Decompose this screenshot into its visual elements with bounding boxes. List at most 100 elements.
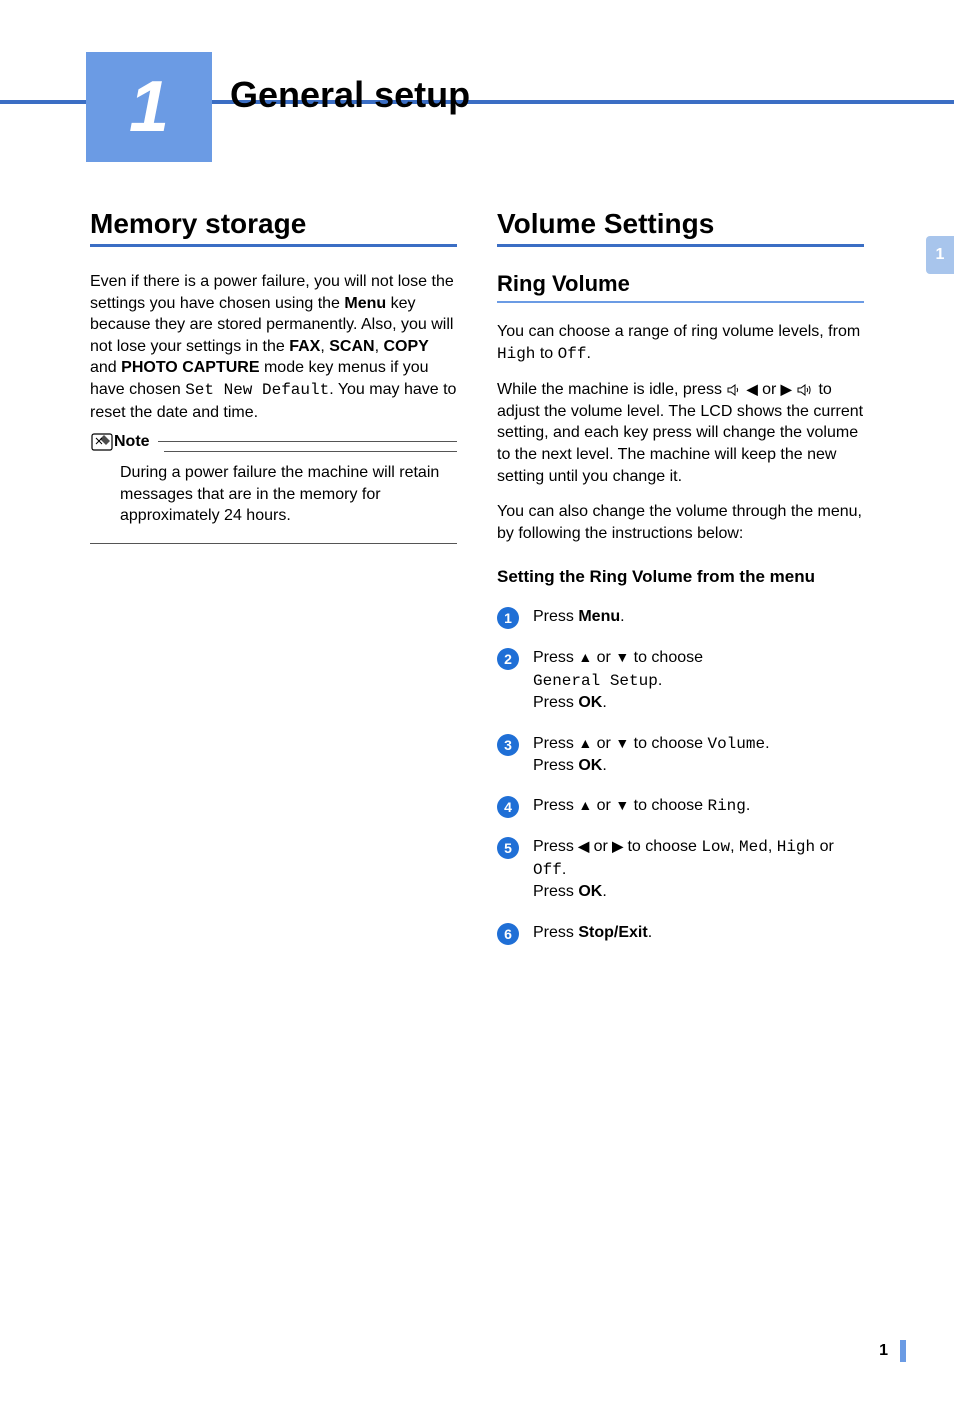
med-value: Med	[739, 838, 768, 856]
high-value: High	[497, 345, 535, 363]
off-value: Off	[533, 861, 562, 879]
chapter-header: 1 General setup	[90, 52, 864, 162]
text: or	[758, 381, 781, 398]
text: .	[562, 861, 566, 878]
pencil-note-icon	[90, 430, 114, 454]
step-1: 1 Press Menu.	[497, 606, 864, 629]
text: to choose	[629, 735, 707, 752]
section-rule	[497, 244, 864, 247]
section-heading-memory: Memory storage	[90, 208, 457, 240]
memory-paragraph: Even if there is a power failure, you wi…	[90, 271, 457, 423]
left-arrow-icon: ◀	[747, 381, 758, 397]
text: You can choose a range of ring volume le…	[497, 323, 860, 340]
note-header-rule	[164, 451, 457, 452]
step-2: 2 Press ▲ or ▼ to choose General Setup.P…	[497, 647, 864, 714]
high-value: High	[777, 838, 815, 856]
text: or	[592, 797, 615, 814]
step-body: Press ▲ or ▼ to choose General Setup. Pre…	[533, 647, 703, 714]
general-setup-value: General Setup	[533, 672, 658, 690]
text: .	[658, 672, 662, 689]
step-body: Press Stop/Exit.	[533, 922, 652, 945]
down-arrow-icon: ▼	[615, 735, 629, 751]
right-column: Volume Settings Ring Volume You can choo…	[497, 208, 864, 963]
up-arrow-icon: ▲	[578, 797, 592, 813]
step-number-badge: 2	[497, 648, 519, 670]
step-number-badge: 3	[497, 734, 519, 756]
section-heading-volume: Volume Settings	[497, 208, 864, 240]
note-label: Note	[114, 433, 150, 451]
text: or	[592, 735, 615, 752]
content-columns: Memory storage Even if there is a power …	[90, 208, 864, 963]
step-3: 3 Press ▲ or ▼ to choose Volume.Press OK…	[497, 733, 864, 778]
text: or	[815, 838, 834, 855]
text: Press	[533, 924, 578, 941]
step-number-badge: 6	[497, 923, 519, 945]
ring-volume-intro: You can choose a range of ring volume le…	[497, 321, 864, 365]
right-arrow-icon: ▶	[781, 381, 792, 397]
down-arrow-icon: ▼	[615, 649, 629, 665]
step-body: Press Menu.	[533, 606, 625, 629]
step-body: Press ▲ or ▼ to choose Ring.	[533, 795, 750, 818]
ok-key-label: OK	[578, 694, 602, 711]
text: .	[602, 883, 606, 900]
page-number: 1	[879, 1342, 888, 1360]
chapter-number: 1	[129, 66, 169, 148]
ok-key-label: OK	[578, 757, 602, 774]
step-number-badge: 5	[497, 837, 519, 859]
text: Press	[533, 757, 578, 774]
text: Press	[533, 694, 578, 711]
text: While the machine is idle, press	[497, 381, 726, 398]
note-body: During a power failure the machine will …	[120, 462, 457, 533]
scan-mode-label: SCAN	[329, 338, 374, 355]
left-column: Memory storage Even if there is a power …	[90, 208, 457, 963]
text: Press	[533, 649, 578, 666]
text: .	[586, 345, 590, 362]
stop-exit-key-label: Stop/Exit	[578, 924, 647, 941]
up-arrow-icon: ▲	[578, 649, 592, 665]
side-tab-number: 1	[936, 246, 945, 264]
step-5: 5 Press ◀ or ▶ to choose Low, Med, High …	[497, 836, 864, 903]
subsub-heading-setting-ring: Setting the Ring Volume from the menu	[497, 566, 864, 588]
text: to choose	[629, 797, 707, 814]
ring-value: Ring	[707, 797, 745, 815]
chapter-title: General setup	[230, 74, 470, 116]
text: .	[765, 735, 769, 752]
text: ,	[768, 838, 777, 855]
text: Press	[533, 735, 578, 752]
text: .	[602, 694, 606, 711]
ok-key-label: OK	[578, 883, 602, 900]
text: Press	[533, 838, 578, 855]
note-block: Note During a power failure the machine …	[90, 441, 457, 544]
note-header-row: Note	[90, 448, 457, 454]
text: to	[535, 345, 557, 362]
text: or	[592, 649, 615, 666]
copy-mode-label: COPY	[383, 338, 428, 355]
text: or	[589, 838, 612, 855]
text: Press	[533, 883, 578, 900]
photo-capture-mode-label: PHOTO CAPTURE	[121, 359, 259, 376]
section-rule	[90, 244, 457, 247]
volume-low-icon	[726, 383, 742, 397]
note-header: Note	[90, 430, 158, 454]
down-arrow-icon: ▼	[615, 797, 629, 813]
left-arrow-icon: ◀	[578, 838, 589, 854]
menu-key-label: Menu	[344, 295, 386, 312]
page-number-bar	[900, 1340, 906, 1362]
text: .	[602, 757, 606, 774]
step-number-badge: 4	[497, 796, 519, 818]
text: ,	[730, 838, 739, 855]
step-number-badge: 1	[497, 607, 519, 629]
low-value: Low	[701, 838, 730, 856]
volume-value: Volume	[707, 735, 765, 753]
volume-high-icon	[796, 383, 814, 397]
step-body: Press ▲ or ▼ to choose Volume.Press OK.	[533, 733, 770, 778]
off-value: Off	[558, 345, 587, 363]
fax-mode-label: FAX	[289, 338, 320, 355]
text: Press	[533, 797, 578, 814]
text: and	[90, 359, 121, 376]
text: to choose	[623, 838, 701, 855]
text: .	[648, 924, 652, 941]
text: to choose	[629, 649, 703, 666]
sub-heading-rule	[497, 301, 864, 303]
menu-key-label: Menu	[578, 608, 620, 625]
